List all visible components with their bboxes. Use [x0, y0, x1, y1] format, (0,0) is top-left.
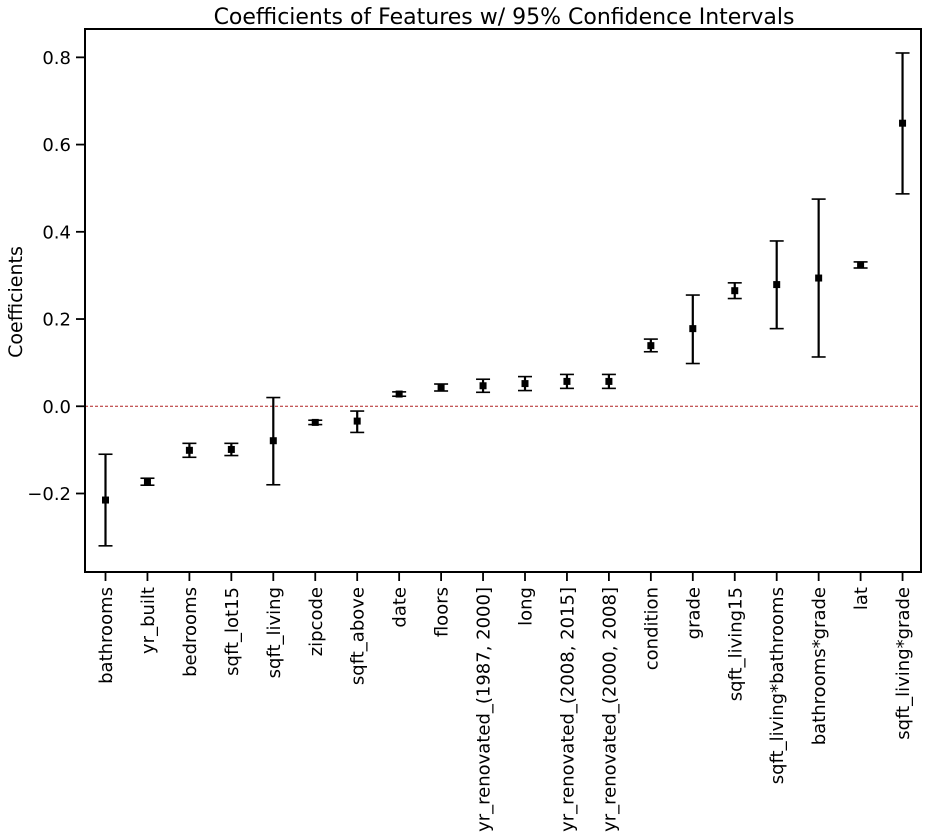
x-tick-label: sqft_living*bathrooms	[767, 587, 788, 784]
x-tick-label: date	[390, 587, 411, 628]
x-tick-label: long	[516, 587, 537, 626]
coefficient-point	[857, 261, 865, 269]
coefficient-point	[269, 437, 277, 445]
coefficient-point	[815, 274, 823, 282]
coefficient-point	[647, 342, 655, 350]
coefficient-point	[899, 119, 907, 127]
coefficient-point	[731, 287, 739, 295]
x-tick-label: sqft_lot15	[222, 587, 243, 676]
coefficient-point	[185, 446, 193, 454]
x-tick-label: floors	[432, 587, 453, 637]
coefficient-point	[605, 377, 613, 385]
x-tick-label: condition	[641, 587, 662, 670]
y-tick-label: 0.0	[42, 397, 71, 418]
coefficient-point	[689, 325, 697, 333]
coefficient-point	[773, 281, 781, 289]
plot-frame	[84, 28, 922, 573]
x-tick-label: bathrooms*grade	[809, 587, 830, 745]
coefficient-point	[521, 380, 529, 388]
x-tick-label: sqft_living*grade	[893, 587, 914, 740]
coefficient-point	[102, 496, 109, 504]
x-tick-label: yr_renovated_(2000, 2008]	[599, 587, 620, 832]
coefficient-point	[479, 382, 487, 390]
coefficient-point	[143, 478, 151, 486]
y-tick-label: 0.6	[42, 135, 71, 156]
x-tick-label: sqft_living15	[725, 587, 746, 701]
x-tick-label: bedrooms	[180, 587, 201, 677]
x-tick-label: bathrooms	[96, 587, 117, 684]
x-tick-label: sqft_living	[264, 587, 285, 678]
x-tick-label: lat	[851, 587, 872, 610]
chart-title: Coefficients of Features w/ 95% Confiden…	[214, 5, 795, 30]
coefficient-point	[395, 390, 403, 398]
coefficient-point	[227, 445, 235, 453]
y-tick-label: 0.2	[42, 310, 71, 331]
plot-area: −0.2 0.0 0.2 0.4 0.6 0.8 bathrooms yr_built bedr…	[27, 28, 922, 832]
x-tick-label: yr_built	[138, 587, 159, 654]
x-tick-label: sqft_above	[348, 587, 369, 685]
x-tick-label: grade	[683, 587, 704, 639]
coefficient-point	[563, 377, 571, 385]
x-tick-label: yr_renovated_(2008, 2015]	[557, 587, 578, 832]
coefficient-point	[353, 417, 361, 425]
coefficient-point	[311, 418, 319, 426]
x-tick-label: yr_renovated_(1987, 2000]	[474, 587, 495, 832]
y-tick-label: −0.2	[27, 484, 71, 505]
coefficient-point	[437, 384, 445, 392]
y-tick-label: 0.4	[42, 222, 71, 243]
x-tick-label: zipcode	[306, 587, 327, 656]
y-tick-label: 0.8	[42, 48, 71, 69]
y-axis-label: Coefficients	[5, 246, 27, 358]
